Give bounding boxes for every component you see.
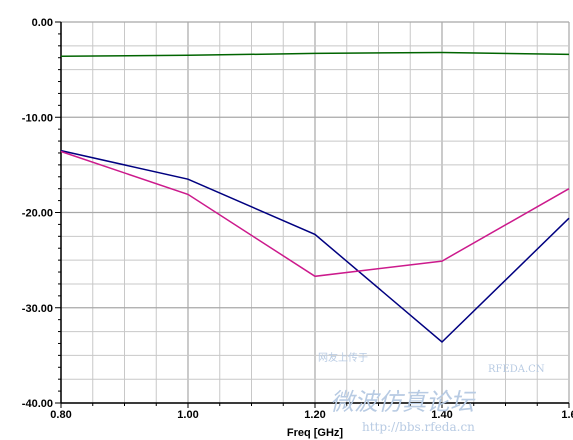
tick-labels: 0.00 -10.00 -20.00 -30.00 -40.000.80 1.00 1.20… [22,17,573,421]
y-tick-label: 0.00 [32,17,53,29]
series-line-1 [60,51,570,58]
x-tick-label: 0.80 [50,409,71,421]
grid [60,21,570,404]
y-tick-label: -10.00 [22,112,53,124]
watermark-uploader: 网友上传于 [318,351,368,364]
watermark: 网友上传于 RFEDA.CN 微波仿真论坛 http://bbs.rfeda.c… [318,351,545,434]
series-layer [60,51,570,344]
x-tick-label: 1.6 [561,409,573,421]
y-tick-label: -40.00 [22,398,53,410]
series-line-3 [60,150,570,278]
watermark-site: RFEDA.CN [488,364,545,375]
y-tick-label: -30.00 [22,303,53,315]
x-tick-label: 1.20 [304,409,325,421]
watermark-main: 微波仿真论坛 [330,388,477,416]
watermark-url: http://bbs.rfeda.cn [362,420,475,434]
axes [55,21,570,408]
x-tick-label: 1.00 [177,409,198,421]
x-axis-title: Freq [GHz] [287,427,344,439]
x-tick-label: 1.40 [431,409,452,421]
y-tick-label: -20.00 [22,208,53,220]
